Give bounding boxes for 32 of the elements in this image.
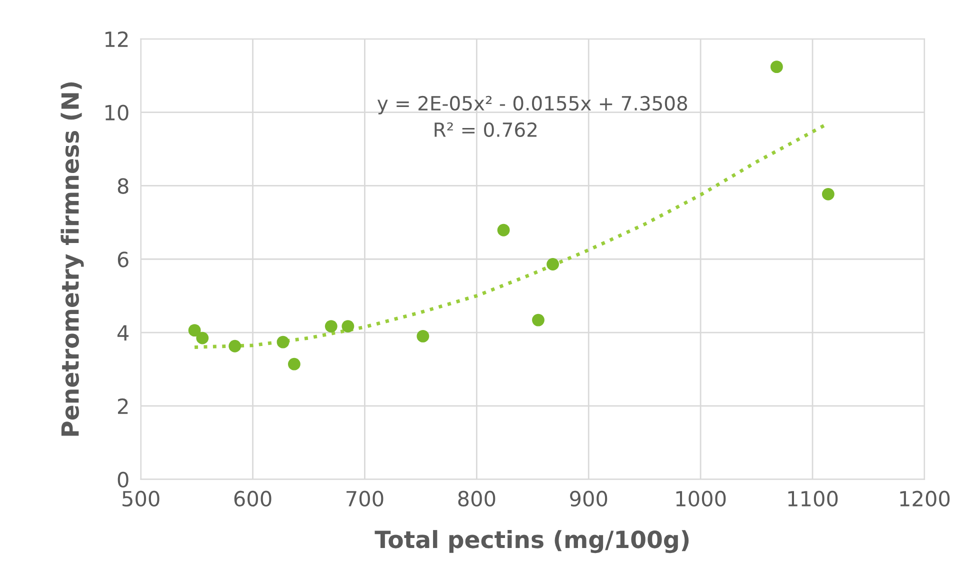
y-tick-label: 10 [105,104,128,121]
x-tick-label: 600 [234,490,272,507]
x-tick-label: 1000 [676,490,726,507]
point [188,324,201,337]
point [546,258,560,270]
point [228,340,242,352]
annotation: y = 2E-05x² - 0.0155x + 7.3508 [377,96,688,114]
point [416,330,430,342]
y-tick-label: 12 [105,31,128,47]
y-tick-label: 0 [118,472,128,488]
point [276,336,290,348]
x-tick-label: 1100 [788,490,838,507]
x-tick-label: 500 [122,490,160,507]
point [342,320,354,332]
point [770,60,783,74]
point [196,332,209,344]
x-tick-label: 700 [346,490,384,507]
y-tick-label: 6 [118,252,128,268]
x-tick-label: 800 [458,490,496,507]
y-tick-label: 8 [118,178,128,194]
point [324,320,338,332]
point [822,188,834,200]
point [288,358,300,370]
x-tick-label: 900 [570,490,608,507]
x-axis-title: Total pectins (mg/100g) [374,530,689,554]
point [532,314,544,326]
annotation: R² = 0.762 [434,122,536,138]
y-tick-label: 2 [118,398,128,414]
y-axis-title: Penetrometry firmness (N) [60,82,84,436]
point [497,224,510,236]
x-tick-label: 1200 [900,490,950,507]
y-tick-label: 4 [117,325,129,340]
